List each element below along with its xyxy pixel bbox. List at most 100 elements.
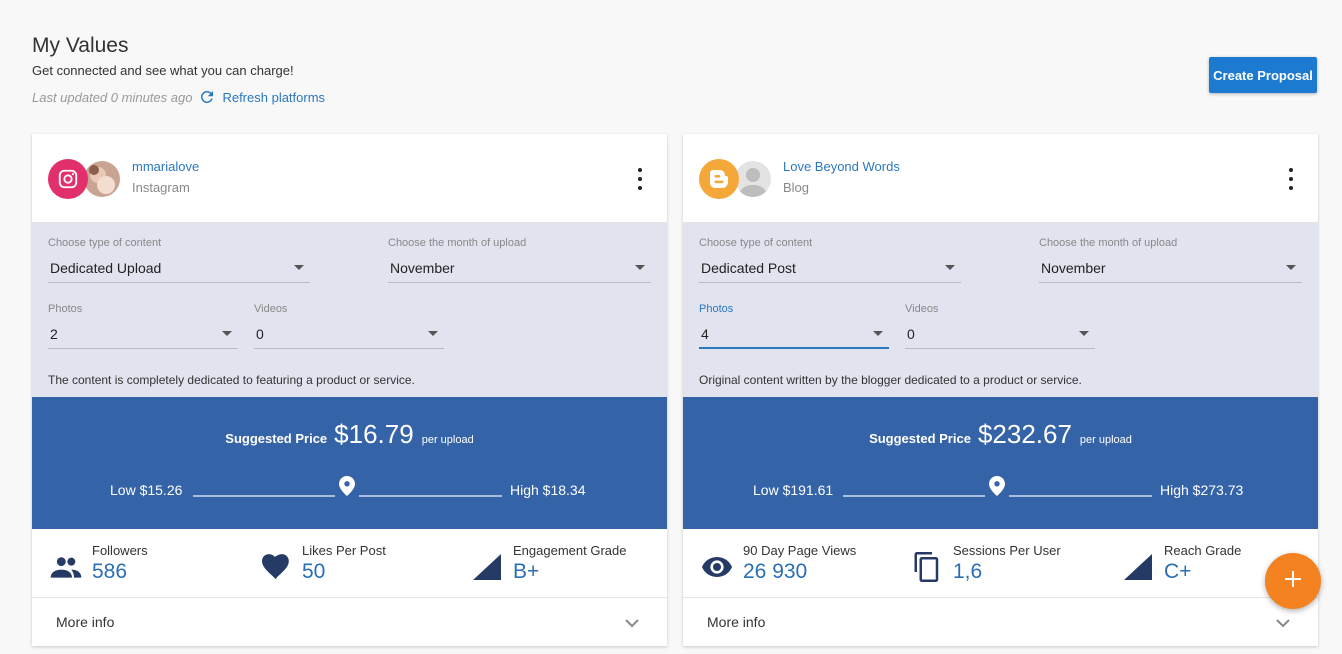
content-type-select[interactable]: Dedicated Post: [699, 254, 961, 283]
more-info-toggle[interactable]: More info: [32, 598, 667, 646]
avatar-group: [699, 159, 775, 199]
platform-type: Blog: [783, 180, 810, 195]
photos-select[interactable]: 2: [48, 320, 238, 349]
stat-label: Engagement Grade: [513, 543, 627, 558]
plus-icon: [1284, 570, 1302, 593]
stat-label: Followers: [92, 543, 148, 558]
grade-triangle-icon: [471, 551, 503, 583]
videos-label: Videos: [905, 303, 939, 315]
account-name-link[interactable]: mmarialove: [132, 159, 200, 174]
caret-down-icon: [294, 265, 304, 270]
stat-value: 50: [302, 560, 326, 583]
stat-page-views: 90 Day Page Views 26 930: [701, 543, 856, 584]
avatar-group: [48, 159, 124, 199]
page-title: My Values: [32, 34, 129, 57]
chevron-down-icon: [625, 615, 639, 628]
content-type-value: Dedicated Upload: [50, 260, 162, 276]
high-price: High $273.73: [1160, 482, 1244, 498]
price-unit: per upload: [421, 434, 474, 446]
stat-text: 90 Day Page Views 26 930: [743, 543, 856, 584]
account-name-link[interactable]: Love Beyond Words: [783, 159, 900, 174]
content-type-select[interactable]: Dedicated Upload: [48, 254, 310, 283]
photos-value: 4: [701, 325, 709, 342]
content-description: The content is completely dedicated to f…: [48, 373, 415, 387]
location-pin-icon: [989, 476, 1005, 496]
videos-select[interactable]: 0: [905, 320, 1095, 349]
content-config: Choose type of content Dedicated Upload …: [32, 223, 667, 397]
caret-down-icon: [873, 331, 883, 336]
refresh-icon[interactable]: [198, 88, 216, 106]
photos-value: 2: [50, 326, 58, 342]
people-icon: [50, 551, 82, 583]
low-price: Low $191.61: [753, 482, 834, 498]
price-panel: Suggested Price $232.67 per upload Low $…: [683, 389, 1318, 529]
content-type-label: Choose type of content: [48, 237, 162, 249]
stat-label: Likes Per Post: [302, 543, 386, 558]
stats-row: 90 Day Page Views 26 930 Sessions Per Us…: [683, 529, 1318, 598]
videos-field: Videos 0: [905, 303, 1095, 349]
stat-sessions: Sessions Per User 1,6: [911, 543, 1061, 584]
month-field: Choose the month of upload November: [388, 237, 651, 283]
chevron-down-icon: [1276, 615, 1290, 628]
copy-icon: [911, 551, 943, 583]
stat-label: Sessions Per User: [953, 543, 1061, 558]
content-type-value: Dedicated Post: [701, 260, 796, 276]
suggested-price-label: Suggested Price: [869, 431, 971, 446]
heart-icon: [260, 551, 292, 583]
price-range: Low $15.26 High $18.34: [32, 476, 667, 502]
stat-text: Likes Per Post 50: [302, 543, 386, 584]
stat-value: C+: [1164, 560, 1192, 583]
videos-value: 0: [256, 326, 264, 342]
stat-label: Reach Grade: [1164, 543, 1242, 558]
eye-icon: [701, 551, 733, 583]
videos-select[interactable]: 0: [254, 320, 444, 349]
photos-field: Photos 2: [48, 303, 238, 349]
blogger-icon: [699, 159, 739, 199]
avatar: [733, 159, 773, 199]
stats-row: Followers 586 Likes Per Post 50 Engageme…: [32, 529, 667, 598]
month-select[interactable]: November: [1039, 254, 1302, 283]
add-fab-button[interactable]: [1265, 553, 1321, 609]
videos-value: 0: [907, 326, 915, 342]
range-line-right: [1009, 495, 1152, 497]
photos-select[interactable]: 4: [699, 320, 889, 349]
last-updated-text: Last updated 0 minutes ago: [32, 89, 193, 105]
instagram-icon: [48, 159, 88, 199]
photos-label: Photos: [699, 303, 734, 315]
month-value: November: [390, 260, 455, 276]
month-select[interactable]: November: [388, 254, 651, 283]
videos-field: Videos 0: [254, 303, 444, 349]
content-type-field: Choose type of content Dedicated Post: [699, 237, 961, 283]
create-proposal-button[interactable]: Create Proposal: [1209, 57, 1317, 93]
month-label: Choose the month of upload: [1039, 237, 1178, 249]
more-info-toggle[interactable]: More info: [683, 598, 1318, 646]
month-field: Choose the month of upload November: [1039, 237, 1302, 283]
more-vert-icon[interactable]: [635, 168, 645, 190]
platform-card-instagram: mmarialove Instagram Choose type of cont…: [32, 134, 667, 646]
notch: [340, 389, 356, 397]
low-price: Low $15.26: [110, 482, 183, 498]
more-vert-icon[interactable]: [1286, 168, 1296, 190]
price-panel: Suggested Price $16.79 per upload Low $1…: [32, 389, 667, 529]
stat-label: 90 Day Page Views: [743, 543, 857, 558]
more-info-label: More info: [707, 614, 766, 630]
caret-down-icon: [1079, 331, 1089, 336]
suggested-price-value: $232.67: [977, 419, 1072, 449]
refresh-platforms-link[interactable]: Refresh platforms: [222, 89, 326, 105]
platform-card-blog: Love Beyond Words Blog Choose type of co…: [683, 134, 1318, 646]
stat-value: 26 930: [743, 560, 808, 583]
content-config: Choose type of content Dedicated Post Ch…: [683, 223, 1318, 397]
month-value: November: [1041, 260, 1106, 276]
card-header: mmarialove Instagram: [32, 134, 667, 223]
suggested-price-row: Suggested Price $232.67 per upload: [683, 419, 1318, 450]
platform-type: Instagram: [132, 180, 190, 195]
location-pin-icon: [339, 476, 355, 496]
updated-row: Last updated 0 minutes ago Refresh platf…: [32, 88, 325, 106]
stat-value: 586: [92, 560, 128, 583]
price-unit: per upload: [1079, 434, 1132, 446]
stat-text: Followers 586: [92, 543, 148, 584]
content-type-label: Choose type of content: [699, 237, 813, 249]
caret-down-icon: [1286, 265, 1296, 270]
stat-text: Engagement Grade B+: [513, 543, 626, 584]
stat-value: 1,6: [953, 560, 983, 583]
